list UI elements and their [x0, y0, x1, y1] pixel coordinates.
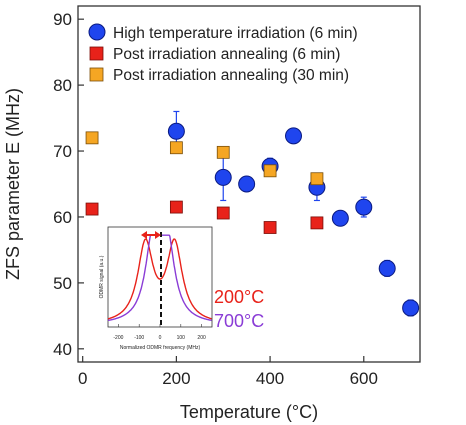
inset-label-200c: 200°C [214, 287, 264, 307]
inset-odmr-plot: -200 -100 0 100 200 Normalized ODMR frequenc… [99, 226, 264, 351]
data-point-s0 [285, 127, 303, 145]
legend-marker-anneal-6 [89, 46, 104, 61]
data-point-s2 [310, 172, 324, 186]
y-tick-label: 90 [53, 10, 72, 29]
data-marks [85, 110, 420, 317]
x-axis-label: Temperature (°C) [180, 402, 318, 422]
data-point-s0 [378, 259, 396, 277]
inset-x-ticks: -200 -100 0 100 200 [113, 324, 206, 341]
y-tick-label: 80 [53, 76, 72, 95]
legend: High temperature irradiation (6 min) Pos… [88, 23, 358, 84]
inset-x-tick-label: 0 [159, 335, 162, 341]
x-tick-label: 400 [256, 369, 284, 388]
inset-x-tick-label: 200 [197, 335, 206, 341]
data-point-s1 [169, 200, 183, 214]
data-point-s1 [310, 216, 324, 230]
x-tick-label: 200 [162, 369, 190, 388]
y-tick-label: 70 [53, 142, 72, 161]
data-point-s2 [263, 164, 277, 178]
legend-marker-high-temp [88, 23, 106, 41]
inset-x-axis-label: Normalized ODMR frequency (MHz) [120, 345, 201, 351]
data-point-s1 [216, 206, 230, 220]
legend-marker-anneal-30 [89, 67, 104, 82]
inset-x-tick-label: 100 [177, 335, 186, 341]
inset-x-tick-label: -200 [113, 335, 123, 341]
y-tick-label: 50 [53, 274, 72, 293]
data-point-s1 [263, 221, 277, 234]
data-point-s0 [214, 168, 232, 186]
x-tick-label: 600 [350, 369, 378, 388]
plot-frame [77, 5, 421, 363]
data-point-s2 [85, 131, 99, 145]
y-axis-label: ZFS parameter E (MHz) [3, 88, 23, 280]
inset-shift-arrow-head-left [141, 231, 147, 239]
inset-shift-arrow-head-right [155, 231, 161, 239]
y-axis-ticks: 40 50 60 70 80 90 [53, 10, 84, 359]
data-point-s0 [402, 299, 420, 317]
data-point-s2 [169, 141, 183, 155]
x-axis-ticks: 0 200 400 600 [78, 356, 378, 388]
inset-x-tick-label: -100 [134, 335, 144, 341]
legend-label-anneal-6: Post irradiation annealing (6 min) [113, 46, 340, 63]
data-point-s0 [238, 175, 256, 193]
data-point-s0 [167, 122, 185, 140]
data-point-s1 [85, 202, 99, 216]
inset-label-700c: 700°C [214, 311, 264, 331]
data-point-s2 [216, 145, 230, 159]
y-tick-label: 60 [53, 208, 72, 227]
inset-y-axis-label: ODMR signal (a.u.) [99, 255, 105, 298]
data-point-s0 [355, 198, 373, 216]
data-point-s0 [331, 209, 349, 227]
y-tick-label: 40 [53, 340, 72, 359]
legend-label-high-temp: High temperature irradiation (6 min) [113, 25, 358, 42]
x-tick-label: 0 [78, 369, 87, 388]
inset-curve-200c [107, 238, 212, 320]
legend-label-anneal-30: Post irradiation annealing (30 min) [113, 67, 349, 84]
